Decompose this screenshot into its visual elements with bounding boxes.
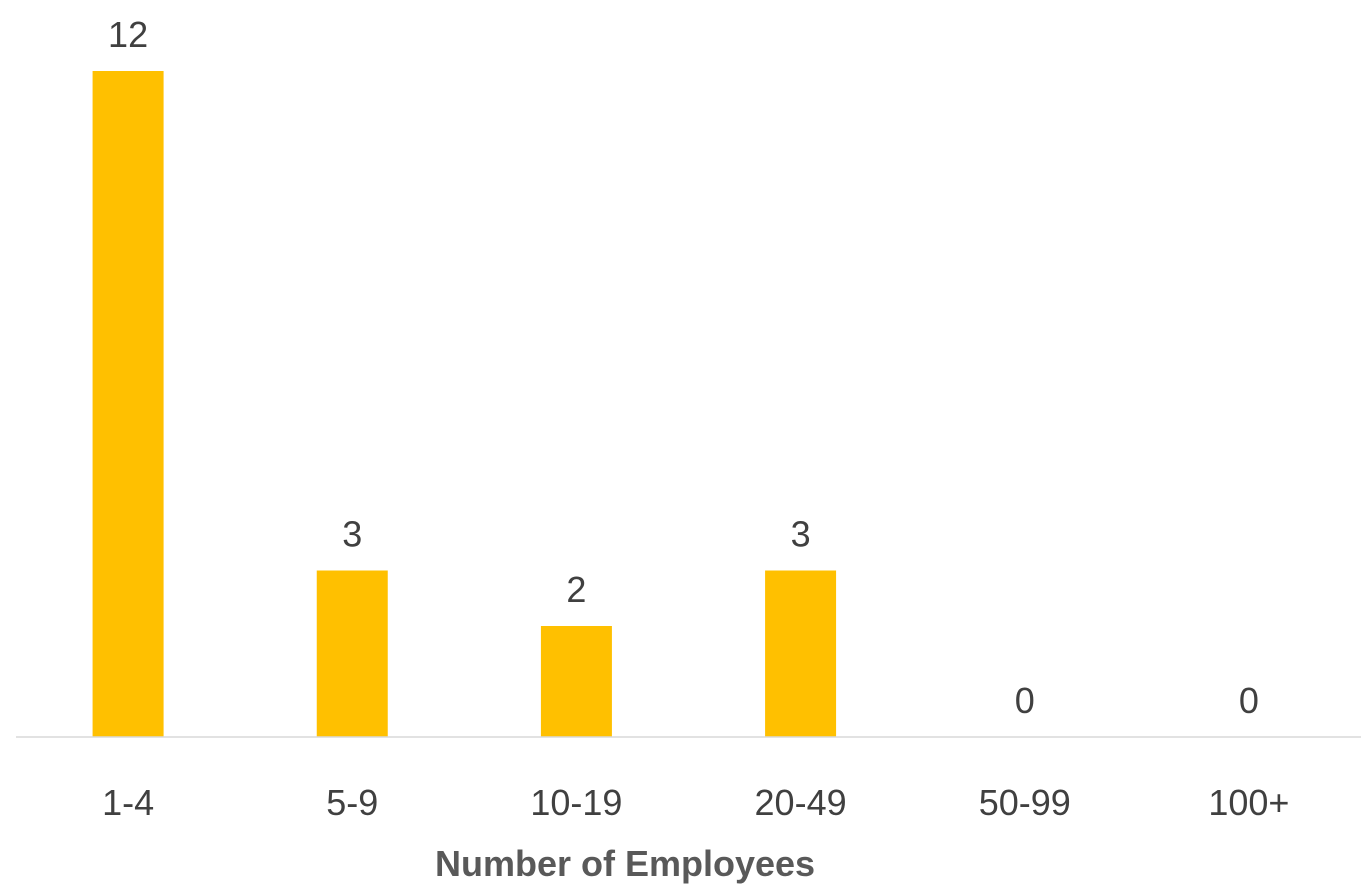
data-label-50-99: 0 — [1015, 680, 1035, 721]
data-labels-group: 12 3 2 3 0 0 — [108, 14, 1259, 721]
data-label-5-9: 3 — [342, 514, 362, 555]
data-label-100+: 0 — [1239, 680, 1259, 721]
x-axis-title: Number of Employees — [435, 843, 815, 884]
data-label-20-49: 3 — [791, 514, 811, 555]
data-label-10-19: 2 — [566, 569, 586, 610]
x-tick-label-20-49: 20-49 — [755, 782, 847, 823]
data-label-1-4: 12 — [108, 14, 148, 55]
x-tick-label-1-4: 1-4 — [102, 782, 154, 823]
bar-1-4 — [92, 71, 164, 737]
bars-group — [92, 71, 837, 737]
x-tick-label-10-19: 10-19 — [530, 782, 622, 823]
bar-10-19 — [540, 626, 612, 737]
x-tick-labels-group: 1-4 5-9 10-19 20-49 50-99 100+ — [102, 782, 1289, 823]
bar-5-9 — [316, 570, 388, 737]
x-tick-label-5-9: 5-9 — [326, 782, 378, 823]
x-tick-label-100+: 100+ — [1208, 782, 1289, 823]
bar-20-49 — [765, 570, 837, 737]
x-tick-label-50-99: 50-99 — [979, 782, 1071, 823]
